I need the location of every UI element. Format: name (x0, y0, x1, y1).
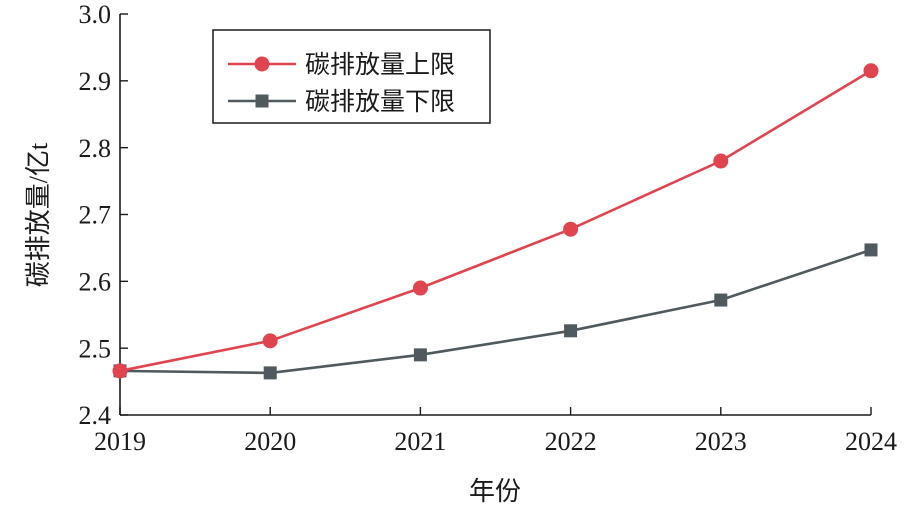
series-1-point (112, 363, 128, 379)
series-1-line (119, 69, 872, 373)
series-2-point (864, 243, 878, 257)
y-tick-label: 2.4 (79, 401, 112, 430)
series-1-point (262, 333, 278, 349)
x-axis-label: 年份 (469, 477, 521, 506)
x-tick-label: 2022 (545, 427, 597, 456)
legend-label: 碳排放量下限 (305, 88, 455, 116)
legend-item: 碳排放量下限 (228, 88, 455, 116)
series-1 (112, 63, 879, 379)
series-1-point (563, 221, 579, 237)
series-2-point (714, 293, 728, 307)
y-tick-label: 3.0 (79, 0, 112, 29)
y-tick-label: 2.6 (79, 267, 112, 296)
x-tick-label: 2024 (845, 427, 897, 456)
series-1-point (412, 280, 428, 296)
series-2 (113, 243, 878, 380)
series-2-point (413, 348, 427, 362)
legend-marker (254, 56, 270, 72)
series-layer (112, 63, 879, 380)
axes: 2.4 2.5 2.6 2.7 2.8 2.9 3.0 2019 2020 2021 2022 202… (79, 0, 898, 456)
y-axis-label: 碳排放量/亿t (24, 142, 53, 287)
y-tick-label: 2.9 (79, 67, 112, 96)
x-tick-label: 2019 (94, 427, 146, 456)
legend-item: 碳排放量上限 (228, 51, 455, 79)
y-tick-label: 2.8 (79, 134, 112, 163)
series-1-point (863, 63, 879, 79)
y-tick-label: 2.5 (79, 334, 112, 363)
series-1-point (713, 153, 729, 169)
x-tick-label: 2020 (244, 427, 296, 456)
series-2-point (263, 366, 277, 380)
x-tick-label: 2021 (394, 427, 446, 456)
x-tick-label: 2023 (695, 427, 747, 456)
series-2-point (564, 324, 578, 338)
legend-marker (255, 94, 269, 108)
series-2-line (119, 248, 872, 375)
y-tick-label: 2.7 (79, 201, 112, 230)
legend-label: 碳排放量上限 (305, 51, 455, 79)
